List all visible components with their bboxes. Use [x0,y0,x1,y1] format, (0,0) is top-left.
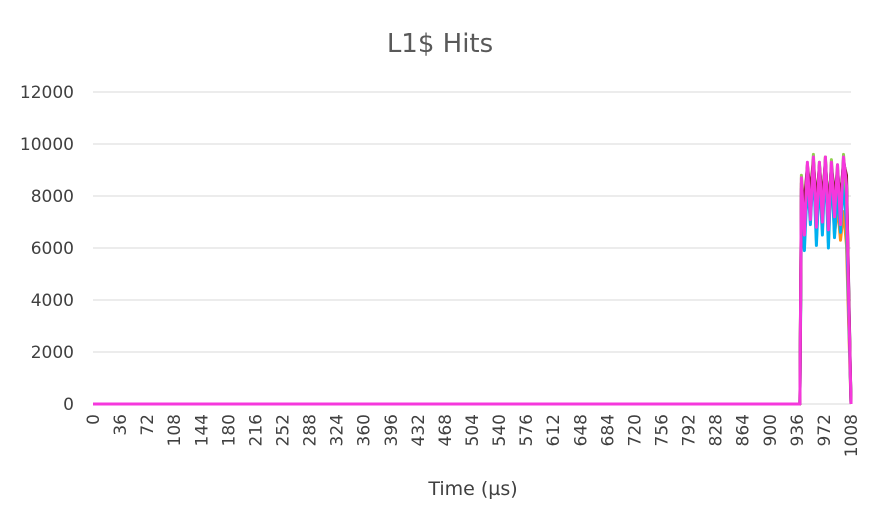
x-tick-label: 324 [328,414,348,446]
x-axis-title: Time (µs) [427,478,517,500]
series-lines [93,152,853,406]
y-axis-ticks: 0 2000 4000 6000 8000 10000 12000 [20,83,74,415]
y-tick-label: 0 [63,395,74,415]
x-tick-label: 576 [517,414,537,446]
x-tick-label: 72 [138,414,158,436]
x-tick-label: 792 [680,414,700,446]
x-tick-label: 396 [382,414,402,446]
y-tick-label: 10000 [20,135,74,155]
x-tick-label: 684 [598,414,618,446]
x-tick-label: 864 [734,414,754,446]
x-tick-label: 144 [192,414,212,446]
x-tick-label: 828 [707,414,727,446]
chart-title: L1$ Hits [387,29,493,59]
x-tick-label: 900 [761,414,781,446]
y-tick-label: 4000 [31,291,74,311]
x-tick-label: 216 [246,414,266,446]
x-tick-label: 108 [165,414,185,446]
series-line-1 [93,155,853,406]
x-tick-label: 252 [274,414,294,446]
x-tick-label: 504 [463,414,483,446]
x-tick-label: 612 [544,414,564,446]
series-line-3 [93,152,853,406]
x-tick-label: 972 [815,414,835,446]
x-axis-ticks: 0 36 72 108 144 180 216 252 288 324 360 396 432 468 50… [84,414,862,457]
y-tick-label: 8000 [31,187,74,207]
x-tick-label: 0 [84,414,104,425]
x-tick-label: 36 [111,414,131,436]
x-tick-label: 540 [490,414,510,446]
y-tick-label: 2000 [31,343,74,363]
x-tick-label: 648 [571,414,591,446]
y-tick-label: 12000 [20,83,74,103]
x-tick-label: 180 [219,414,239,446]
x-tick-label: 288 [301,414,321,446]
gridlines [93,91,851,405]
x-tick-label: 936 [788,414,808,446]
series-line-6 [93,155,853,406]
x-tick-label: 432 [409,414,429,446]
x-tick-label: 720 [625,414,645,446]
x-tick-label: 756 [653,414,673,446]
y-tick-label: 6000 [31,239,74,259]
series-line-2 [93,160,853,406]
x-tick-label: 1008 [842,414,862,457]
x-tick-label: 468 [436,414,456,446]
x-tick-label: 360 [355,414,375,446]
